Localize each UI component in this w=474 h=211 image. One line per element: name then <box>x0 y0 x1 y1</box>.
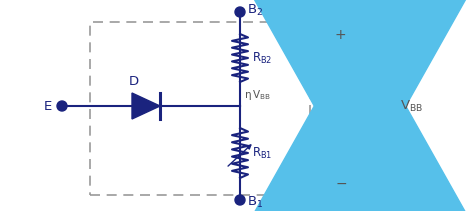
Text: $\mathrm{B_2}$: $\mathrm{B_2}$ <box>247 3 263 18</box>
Polygon shape <box>132 93 160 119</box>
Text: +: + <box>335 28 346 42</box>
Bar <box>90 22 310 195</box>
Circle shape <box>235 195 245 205</box>
Circle shape <box>57 101 67 111</box>
Text: $\mathrm{E}$: $\mathrm{E}$ <box>43 100 52 112</box>
Circle shape <box>235 7 245 17</box>
Text: $\mathrm{D}$: $\mathrm{D}$ <box>128 75 140 88</box>
Text: $\mathrm{R_{B2}}$: $\mathrm{R_{B2}}$ <box>252 50 273 66</box>
Text: $\mathrm{\eta\,V_{BB}}$: $\mathrm{\eta\,V_{BB}}$ <box>244 88 271 102</box>
Text: $\mathrm{V_{BB}}$: $\mathrm{V_{BB}}$ <box>400 99 423 114</box>
Text: $\mathrm{R_{B1}}$: $\mathrm{R_{B1}}$ <box>252 145 273 161</box>
Text: $\mathrm{B_1}$: $\mathrm{B_1}$ <box>247 195 263 210</box>
Text: $-$: $-$ <box>335 176 347 190</box>
